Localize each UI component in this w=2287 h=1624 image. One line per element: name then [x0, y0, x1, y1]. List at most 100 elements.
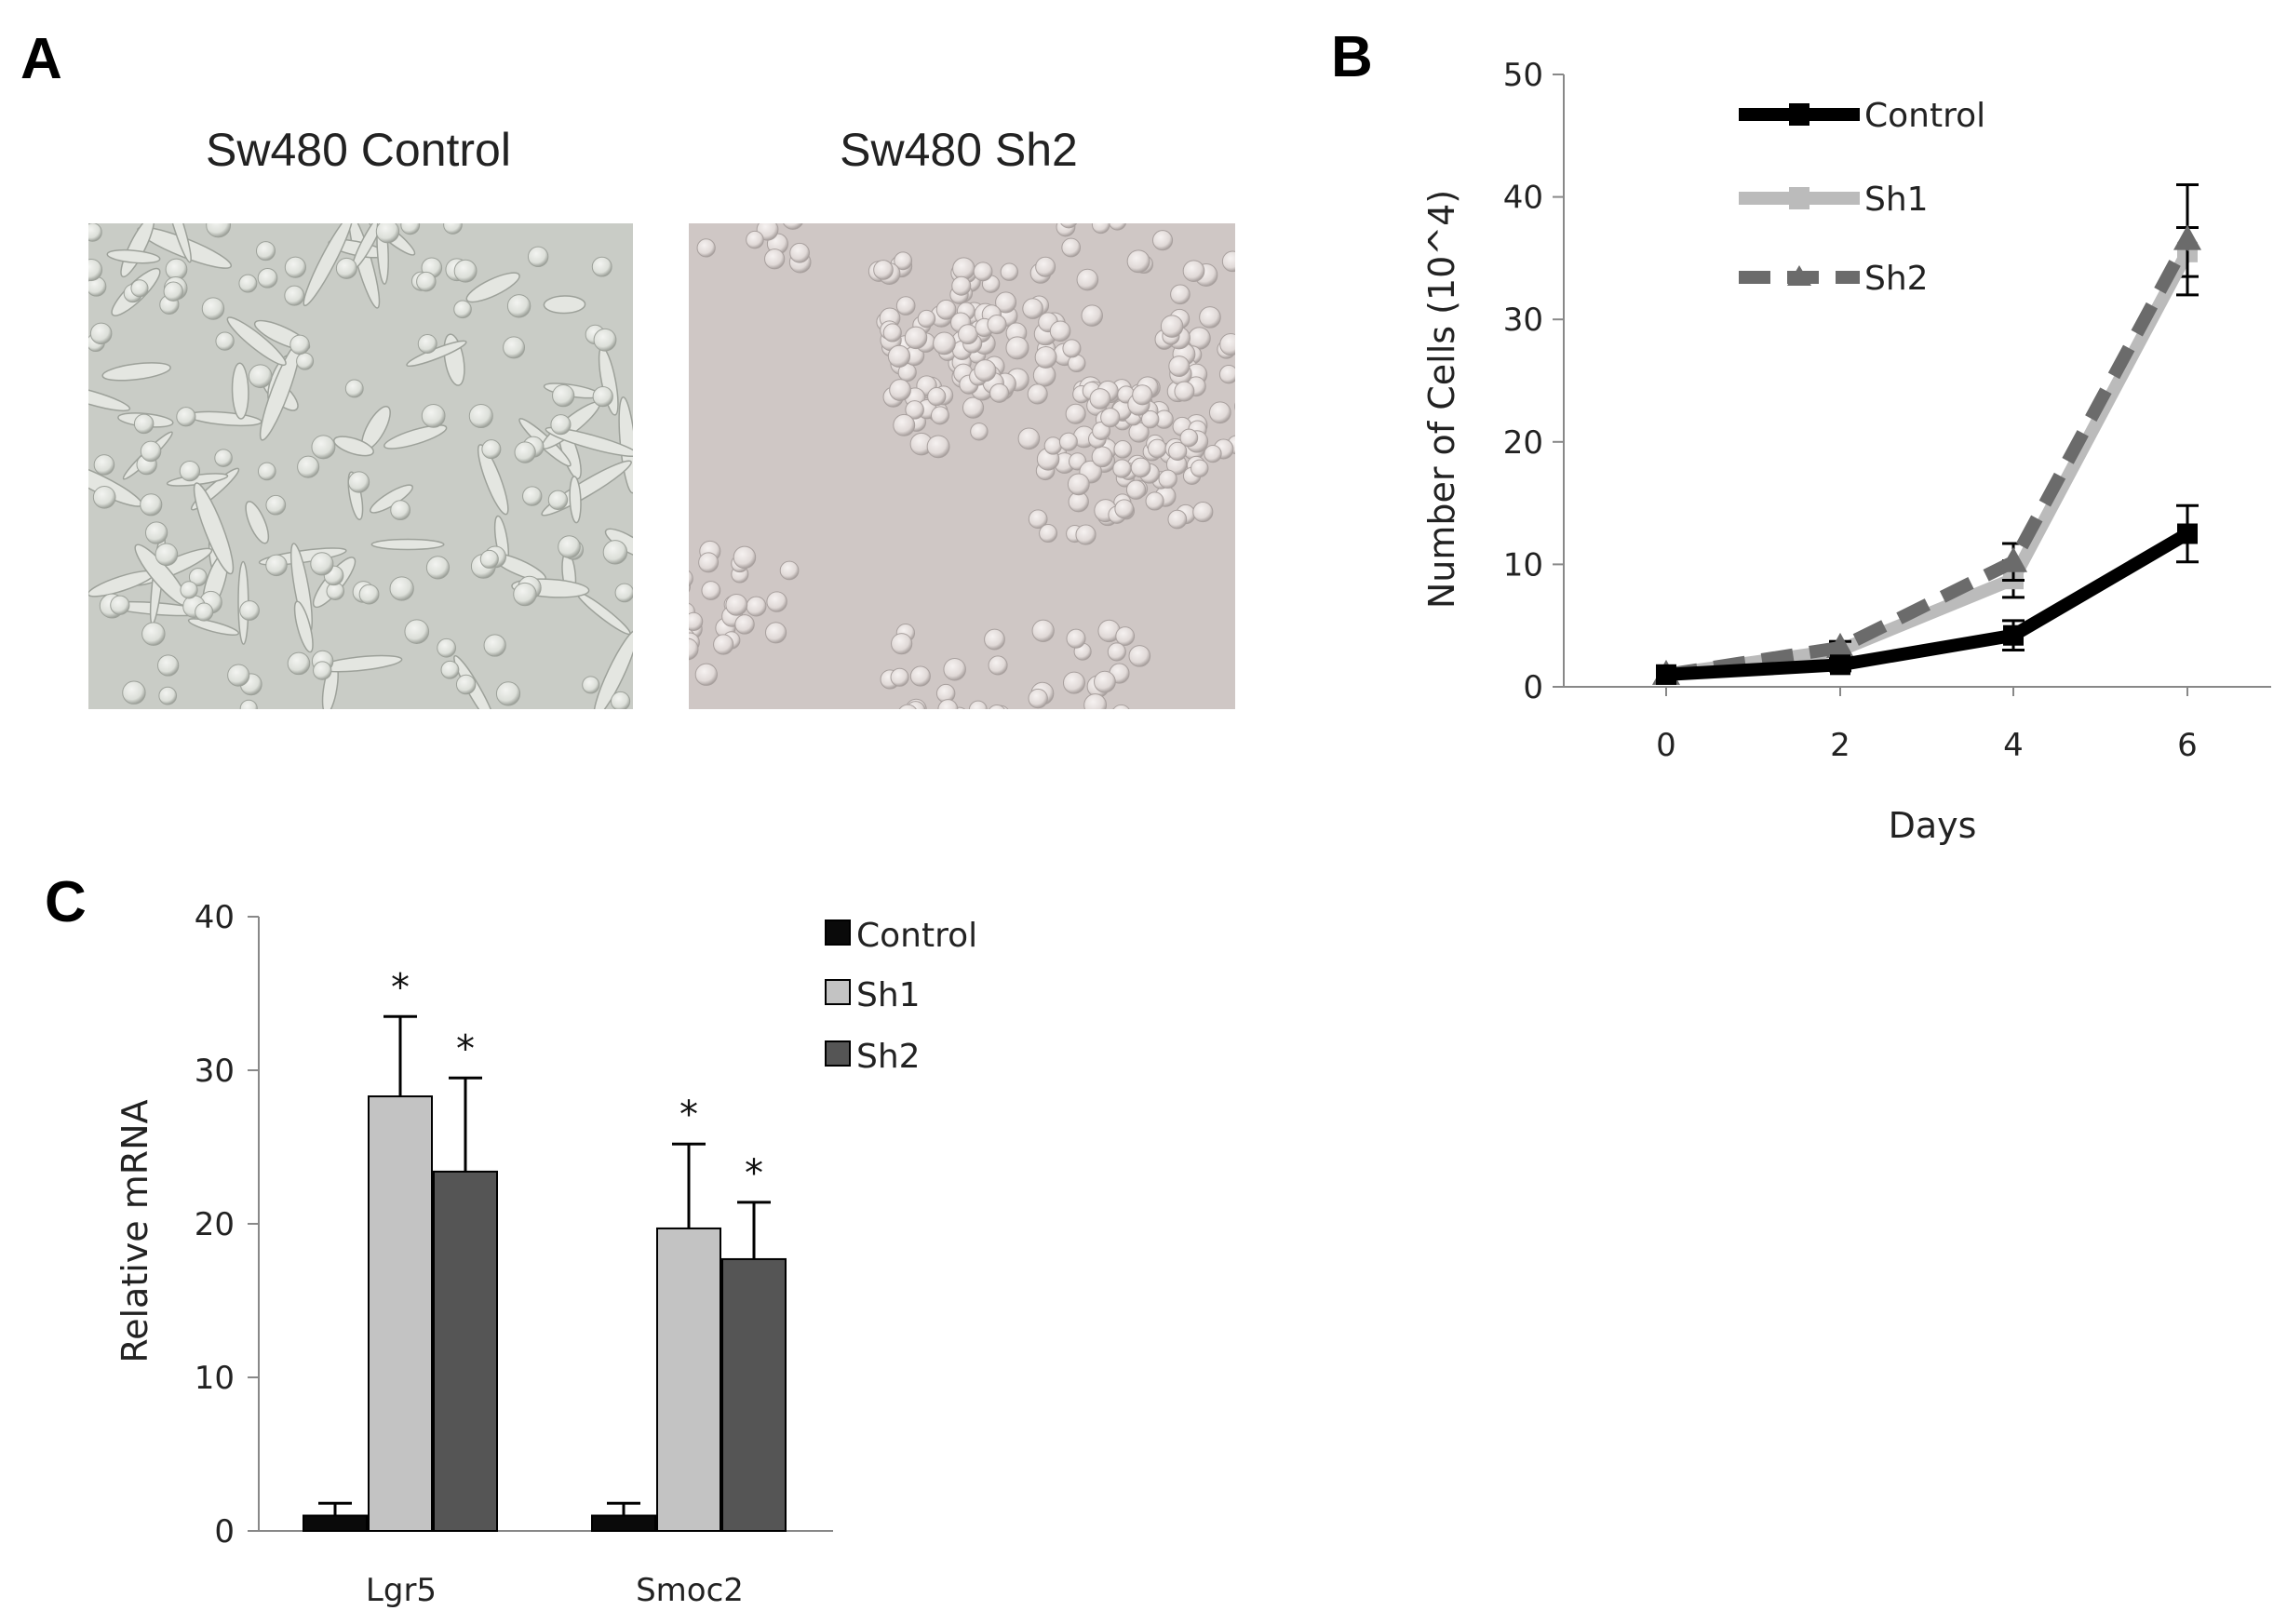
spindle-cell [477, 444, 509, 516]
round-cell [255, 241, 276, 262]
spindle-cell [370, 538, 445, 551]
round-cell [1145, 491, 1164, 511]
round-cell [987, 315, 1007, 335]
round-cell [889, 379, 911, 401]
spindle-cell [187, 618, 240, 636]
y-axis-title: Relative mRNA [114, 1099, 155, 1362]
round-cell [1264, 251, 1286, 274]
round-cell [176, 407, 196, 427]
bar-sh2 [721, 1257, 787, 1532]
round-cell [602, 540, 628, 565]
round-cell [188, 568, 208, 586]
spindle-cell [245, 501, 270, 544]
round-cell [335, 257, 357, 279]
round-cell [779, 560, 800, 581]
round-cell [1028, 509, 1048, 530]
spindle-cell [164, 223, 192, 263]
round-cell [1043, 436, 1063, 455]
round-cell [1132, 384, 1153, 406]
round-cell [944, 715, 963, 734]
round-cell [1141, 409, 1160, 429]
round-cell [614, 583, 633, 603]
round-cell [313, 661, 332, 680]
round-cell [110, 595, 130, 615]
x-tick-label: 6 [2177, 727, 2198, 764]
y-axis-title: Number of Cells (10^4) [1421, 190, 1462, 609]
round-cell [736, 181, 757, 202]
round-cell [701, 581, 721, 600]
spindle-cell [333, 436, 374, 457]
mrna-chart: 0 10 20 30 40 Relative mRNA * * Lgr5 * * Smoc2 Contr… [114, 899, 977, 1609]
legend-label-sh1: Sh1 [1864, 181, 1929, 219]
round-cell [195, 602, 214, 622]
panel-b: B 0 10 20 30 40 50 0 2 4 6 Days Number of Cells (10… [1331, 25, 2271, 846]
category-label: Lgr5 [366, 1572, 437, 1609]
round-cell [734, 614, 755, 635]
y-tick-label: 30 [195, 1053, 235, 1090]
round-cell [1126, 249, 1150, 274]
data-point [1826, 632, 1854, 658]
round-cell [1192, 502, 1214, 523]
data-point [2177, 523, 2198, 544]
y-tick-label: 0 [214, 1513, 235, 1550]
round-cell [1117, 715, 1135, 732]
round-cell [421, 404, 446, 428]
round-cell [1065, 403, 1086, 424]
image-title-control: Sw480 Control [206, 124, 511, 176]
round-cell [1089, 388, 1111, 409]
round-cell [425, 556, 451, 580]
round-cell [1094, 670, 1116, 693]
round-cell [1158, 469, 1177, 489]
round-cell [943, 657, 966, 681]
round-cell [995, 291, 1017, 314]
series-control [1656, 503, 2199, 685]
round-cell [1145, 181, 1164, 201]
round-cell [503, 336, 526, 359]
round-cell [592, 385, 613, 408]
round-cell [400, 223, 421, 235]
round-cell [92, 485, 116, 509]
round-cell [481, 439, 502, 460]
round-cell [951, 275, 972, 296]
round-cell [611, 691, 631, 709]
series-line [1665, 528, 2191, 681]
round-cell [989, 383, 1010, 403]
round-cell [310, 552, 334, 576]
bar-control [591, 1514, 656, 1532]
round-cell [1061, 237, 1082, 258]
legend-swatch-sh1 [825, 979, 851, 1005]
round-cell [93, 454, 115, 476]
round-cell [201, 297, 225, 320]
round-cell [1170, 284, 1191, 305]
round-cell [582, 676, 600, 694]
round-cell [937, 699, 959, 709]
round-cell [1027, 383, 1048, 405]
spindle-cell [293, 600, 314, 653]
round-cell [1247, 329, 1269, 351]
round-cell [893, 413, 916, 436]
round-cell [933, 331, 956, 356]
y-tick-label: 0 [1523, 669, 1543, 706]
round-cell [953, 706, 966, 709]
round-cell [311, 435, 336, 460]
round-cell [1160, 315, 1184, 338]
bar-sh1 [368, 1095, 433, 1533]
panel-c: C 0 10 20 30 40 Relative mRNA * * Lgr5 * * Smoc2 Con… [45, 870, 977, 1609]
round-cell [898, 704, 917, 709]
round-cell [1204, 444, 1222, 463]
round-cell [722, 180, 744, 201]
round-cell [1059, 202, 1079, 221]
round-cell [163, 281, 183, 302]
round-cell [239, 699, 258, 709]
round-cell [140, 493, 163, 517]
round-cell [1182, 260, 1205, 282]
category-group-smoc2: * * Smoc2 [591, 1094, 787, 1609]
round-cell [1081, 304, 1103, 327]
round-cell [905, 400, 924, 420]
round-cell [781, 200, 799, 218]
round-cell [1140, 190, 1158, 208]
round-cell [416, 271, 437, 292]
round-cell [887, 344, 911, 368]
round-cell [952, 257, 975, 280]
legend-marker [1787, 265, 1811, 286]
